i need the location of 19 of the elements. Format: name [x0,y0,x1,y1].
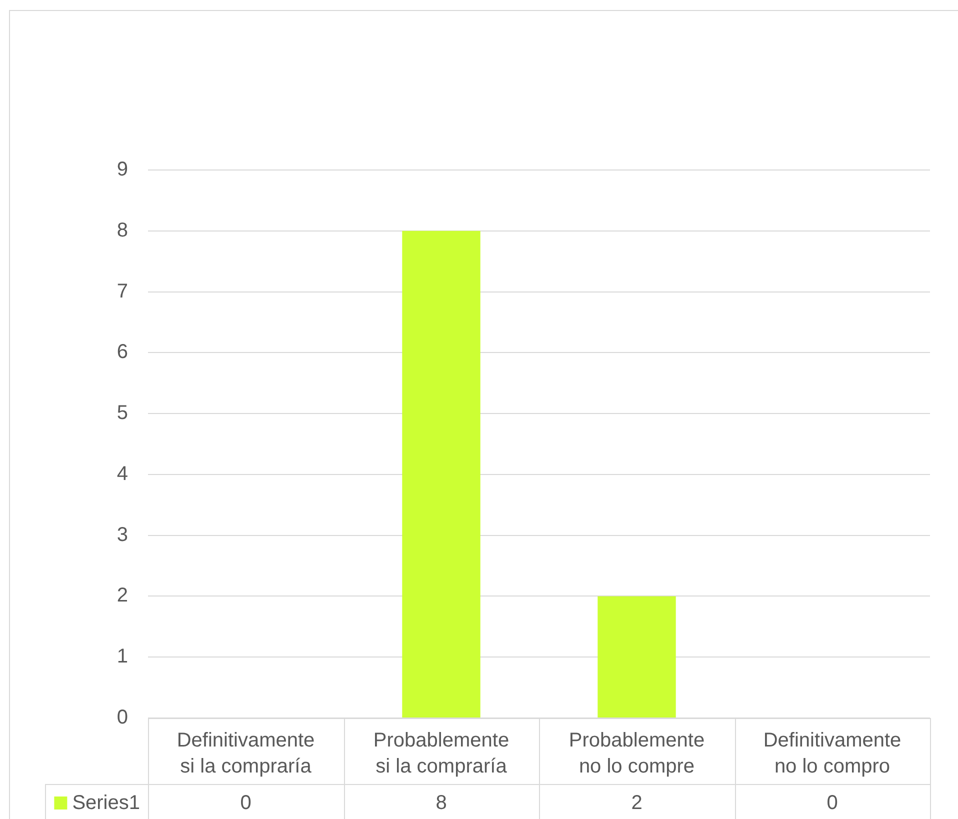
y-tick-label: 6 [116,341,128,364]
y-tick-label: 9 [116,158,128,181]
y-tick-label: 3 [116,524,128,546]
x-tick-label: Probablemente si la compraría [373,730,510,778]
x-tick-label: Definitivamente no lo compro [763,730,902,778]
x-tick-label: Definitivamente si la compraría [176,730,315,778]
legend-label: Series1 [72,792,140,814]
data-label: 8 [436,792,447,814]
y-tick-label: 4 [116,462,128,485]
y-tick-label: 0 [116,706,128,729]
y-tick-label: 5 [116,402,128,424]
data-label: 2 [631,792,642,814]
data-label: 0 [826,792,838,814]
y-tick-label: 7 [116,280,128,302]
y-tick-label: 1 [116,646,128,668]
y-tick-label: 8 [116,219,128,242]
data-label: 0 [240,792,252,814]
x-tick-label: Probablemente no lo compre [568,730,705,778]
y-tick-label: 2 [116,584,128,607]
